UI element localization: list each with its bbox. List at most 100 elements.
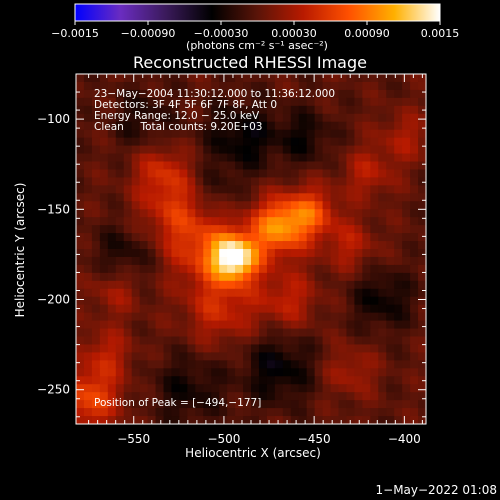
heatmap-cell [99, 153, 109, 163]
heatmap-cell [354, 280, 363, 290]
heatmap-cell [227, 288, 236, 298]
heatmap-cell [322, 233, 332, 242]
heatmap-cell [211, 344, 220, 353]
heatmap-cell [338, 89, 348, 99]
heatmap-cell [195, 288, 204, 298]
heatmap-cell [418, 233, 426, 242]
heatmap-cell [322, 169, 332, 178]
heatmap-cell [394, 280, 403, 290]
heatmap-cell [211, 129, 220, 139]
heatmap-cell [251, 336, 260, 346]
heatmap-cell [298, 129, 308, 139]
heatmap-cell [115, 169, 125, 178]
heatmap-cell [314, 376, 324, 385]
heatmap-cell [163, 169, 173, 178]
heatmap-cell [171, 201, 180, 210]
heatmap-cell [235, 360, 244, 369]
heatmap-cell [227, 416, 236, 424]
annotation-energy-range: Energy Range: 12.0 − 25.0 keV [94, 110, 260, 122]
heatmap-cell [219, 137, 228, 147]
heatmap-cell [227, 153, 236, 163]
heatmap-cell [354, 272, 363, 282]
heatmap-cell [83, 400, 93, 409]
heatmap-cell [330, 312, 340, 322]
heatmap-cell [163, 376, 173, 385]
heatmap-cell [314, 89, 324, 99]
heatmap-cell [91, 137, 101, 147]
heatmap-cell [322, 368, 332, 377]
heatmap-cell [370, 185, 379, 194]
colorbar-tick-label: −0.0015 [51, 27, 99, 40]
heatmap-cell [354, 209, 363, 218]
heatmap-cell [258, 201, 268, 210]
heatmap-cell [370, 328, 379, 338]
heatmap-cell [107, 97, 117, 107]
heatmap-cell [107, 209, 117, 218]
heatmap-cell [346, 81, 355, 91]
heatmap-cell [235, 89, 244, 99]
heatmap-cell [187, 177, 196, 186]
heatmap-cell [147, 161, 157, 171]
heatmap-cell [346, 225, 355, 234]
heatmap-cell [394, 272, 403, 282]
heatmap-cell [195, 368, 204, 377]
heatmap-cell [235, 121, 244, 131]
heatmap-cell [402, 272, 411, 282]
heatmap-cell [258, 74, 268, 83]
heatmap-cell [258, 105, 268, 115]
heatmap-cell [91, 129, 101, 139]
heatmap-cell [362, 81, 371, 91]
heatmap-cell [115, 145, 125, 155]
heatmap-cell [274, 233, 284, 242]
heatmap-cell [139, 137, 149, 147]
heatmap-cell [131, 137, 141, 147]
heatmap-cell [235, 352, 244, 361]
heatmap-cell [139, 89, 149, 99]
heatmap-cell [354, 137, 363, 147]
heatmap-cell [179, 288, 188, 298]
heatmap-cell [107, 344, 117, 353]
heatmap-cell [330, 209, 340, 218]
heatmap-cell [402, 185, 411, 194]
heatmap-cell [418, 209, 426, 218]
heatmap-cell [362, 169, 371, 178]
heatmap-cell [314, 304, 324, 314]
heatmap-cell [227, 272, 236, 282]
heatmap-cell [243, 97, 252, 107]
heatmap-cell [179, 105, 188, 115]
heatmap-cell [171, 416, 180, 424]
heatmap-cell [235, 129, 244, 139]
heatmap-cell [266, 209, 276, 218]
heatmap-cell [290, 296, 300, 306]
heatmap-cell [314, 368, 324, 377]
heatmap-cell [330, 105, 340, 115]
heatmap-cell [306, 304, 316, 314]
heatmap-cell [354, 113, 363, 123]
heatmap-cell [107, 89, 117, 99]
heatmap-cell [203, 89, 212, 99]
heatmap-cell [330, 400, 340, 409]
heatmap-cell [243, 384, 252, 393]
heatmap-cell [362, 145, 371, 155]
heatmap-cell [155, 97, 165, 107]
heatmap-cell [338, 121, 348, 131]
heatmap-cell [91, 376, 101, 385]
annotation-detectors: Detectors: 3F 4F 5F 6F 7F 8F, Att 0 [94, 99, 277, 111]
heatmap-cell [131, 145, 141, 155]
heatmap-cell [115, 264, 125, 274]
heatmap-cell [139, 113, 149, 123]
heatmap-cell [171, 105, 180, 115]
heatmap-cell [330, 408, 340, 417]
heatmap-cell [83, 384, 93, 393]
heatmap-cell [322, 145, 332, 155]
heatmap-cell [76, 185, 85, 194]
heatmap-cell [99, 336, 109, 346]
heatmap-cell [115, 304, 125, 314]
heatmap-cell [91, 360, 101, 369]
heatmap-cell [187, 344, 196, 353]
heatmap-cell [147, 169, 157, 178]
heatmap-cell [99, 209, 109, 218]
heatmap-cell [274, 416, 284, 424]
heatmap-cell [258, 304, 268, 314]
heatmap-cell [91, 416, 101, 424]
